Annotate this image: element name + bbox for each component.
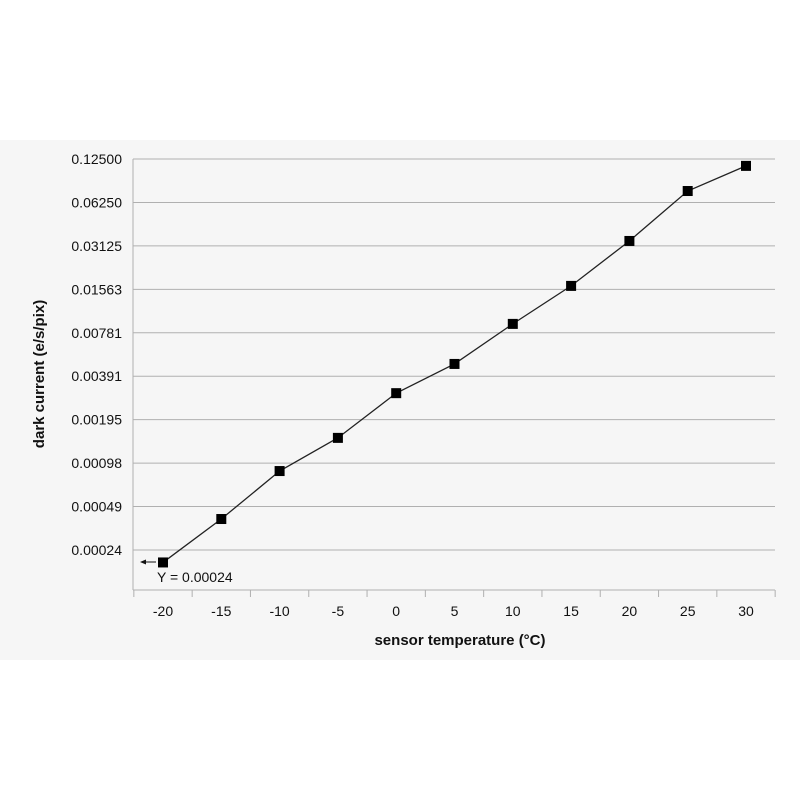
y-tick-label: 0.00391	[71, 368, 122, 384]
data-point	[274, 466, 285, 477]
x-tick-label: -5	[332, 603, 345, 619]
data-point	[332, 432, 343, 443]
y-tick-label: 0.00781	[71, 325, 122, 341]
data-point	[624, 235, 635, 246]
y-tick-label: 0.00195	[71, 412, 122, 428]
data-point	[741, 160, 751, 171]
data-point	[216, 514, 227, 525]
x-tick-label: -20	[153, 603, 173, 619]
data-point	[507, 318, 518, 329]
x-tick-label: 30	[738, 603, 754, 619]
y-tick-label: 0.00049	[71, 499, 122, 515]
data-point	[391, 388, 402, 399]
x-tick-label: 5	[451, 603, 459, 619]
x-tick-label: 10	[505, 603, 521, 619]
x-tick-label: 25	[680, 603, 696, 619]
x-tick-label: 20	[622, 603, 638, 619]
data-point	[682, 186, 693, 197]
x-tick-label: 0	[392, 603, 400, 619]
y-tick-label: 0.01563	[71, 281, 122, 297]
data-point	[449, 358, 460, 369]
x-axis-label: sensor temperature (°C)	[374, 632, 545, 649]
x-tick-label: 15	[563, 603, 579, 619]
x-tick-label: -10	[269, 603, 289, 619]
y-tick-label: 0.00024	[71, 542, 122, 558]
y-tick-label: 0.12500	[71, 151, 122, 167]
annotation-text: Y = 0.00024	[157, 569, 233, 585]
y-tick-label: 0.03125	[71, 238, 122, 254]
data-point	[566, 280, 577, 291]
y-tick-label: 0.00098	[71, 455, 122, 471]
annotation: Y = 0.00024	[140, 559, 233, 585]
data-point	[158, 557, 168, 568]
y-axis-label: dark current (e/s/pix)	[31, 300, 48, 448]
x-tick-label: -15	[211, 603, 231, 619]
arrow-left-icon	[140, 559, 146, 565]
y-tick-label: 0.06250	[71, 194, 122, 210]
